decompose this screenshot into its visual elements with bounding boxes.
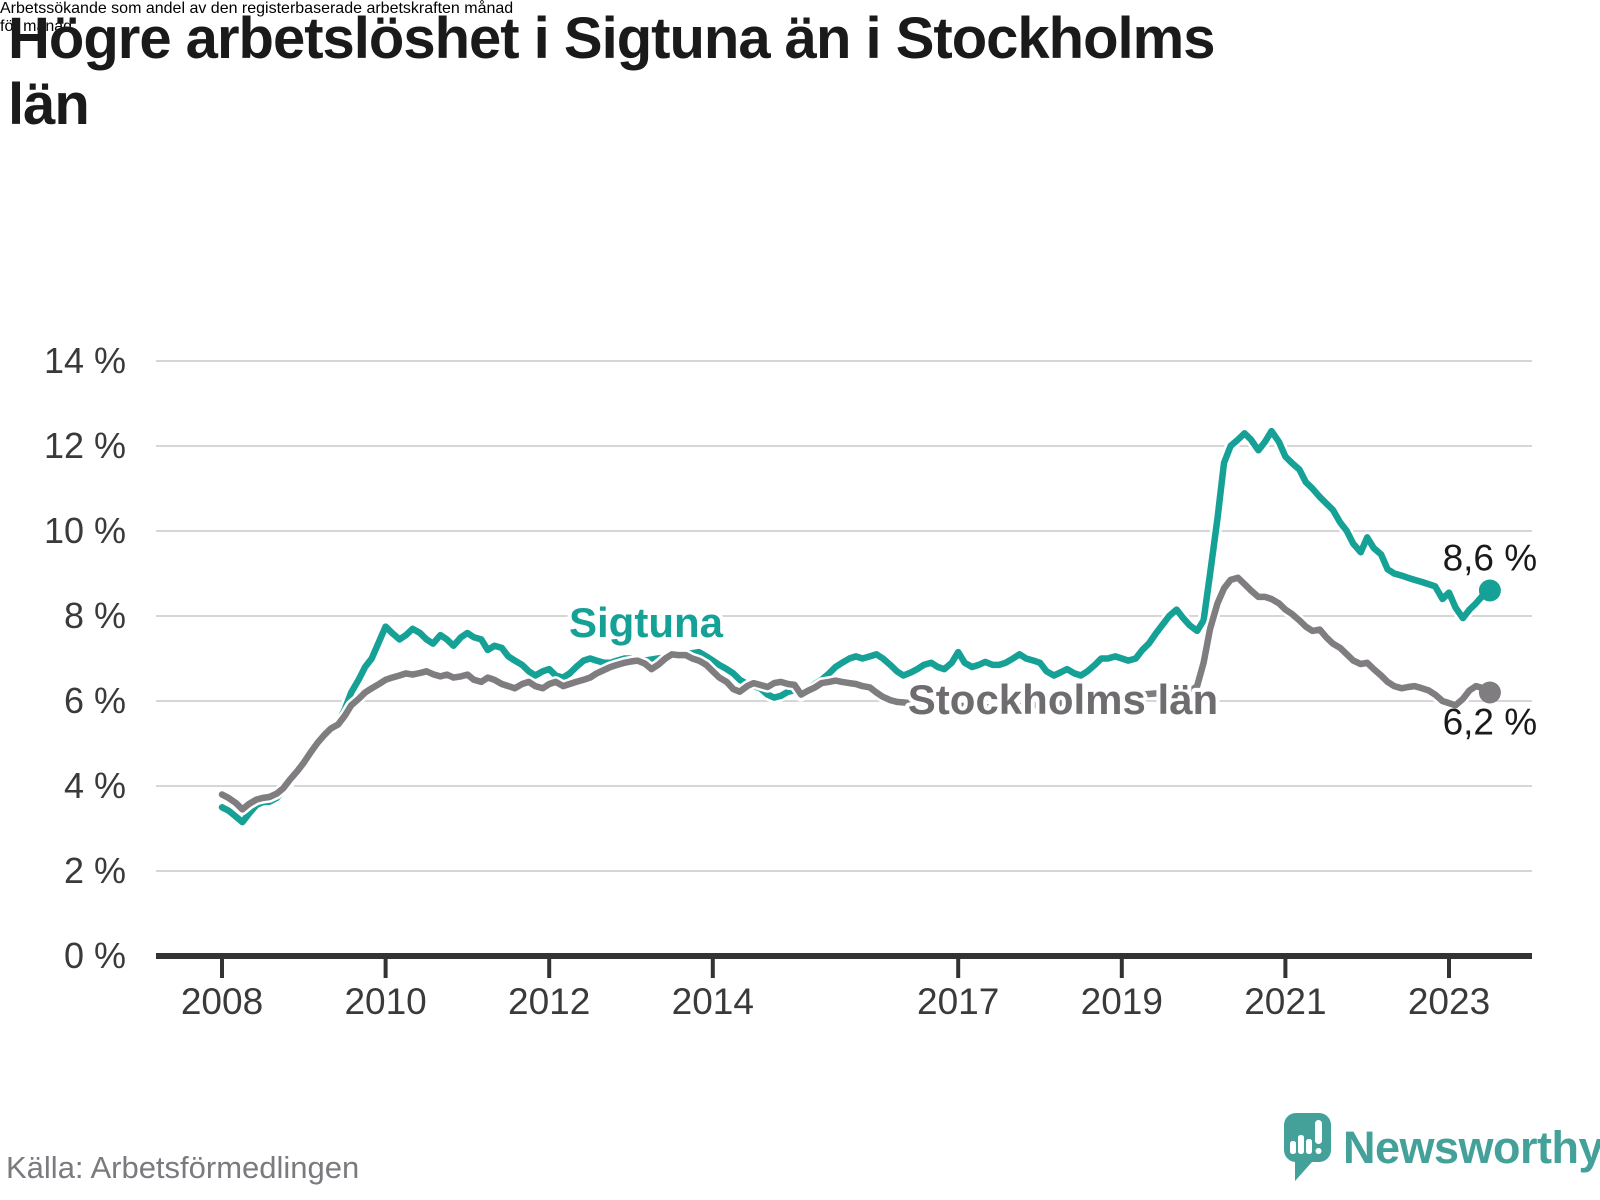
- x-tick-label: 2008: [181, 981, 263, 1022]
- y-tick-label: 10 %: [44, 510, 126, 551]
- title-line-1: Högre arbetslöshet i Sigtuna än i Stockh…: [8, 6, 1215, 71]
- x-tick-label: 2023: [1408, 981, 1490, 1022]
- newsworthy-logo-text: Newsworthy: [1343, 1122, 1600, 1173]
- value-label-sigtuna: 8,6 %: [1443, 538, 1538, 579]
- newsworthy-logo: Newsworthy: [1282, 1113, 1600, 1182]
- subtitle-line-2: för månad.: [0, 18, 77, 35]
- x-tick-label: 2019: [1081, 981, 1163, 1022]
- y-tick-label: 4 %: [64, 765, 126, 806]
- y-tick-label: 0 %: [64, 935, 126, 976]
- y-tick-label: 2 %: [64, 850, 126, 891]
- newsworthy-logo-icon: [1283, 1113, 1331, 1181]
- x-tick-label: 2014: [672, 981, 754, 1022]
- subtitle-line-1: Arbetssökande som andel av den registerb…: [0, 0, 514, 17]
- y-tick-label: 14 %: [44, 340, 126, 381]
- y-tick-label: 6 %: [64, 680, 126, 721]
- x-tick-label: 2012: [508, 981, 590, 1022]
- series-line-stockholms-lan: [218, 574, 1494, 813]
- series-halo-stockholms-lan: [216, 572, 1496, 816]
- y-tick-label: 12 %: [44, 425, 126, 466]
- series-label-stockholms-lan: Stockholms län: [908, 676, 1218, 723]
- title-line-2: län: [8, 72, 90, 138]
- x-tick-label: 2017: [917, 981, 999, 1022]
- end-dot-sigtuna: [1478, 579, 1501, 602]
- value-label-stockholms-lan: 6,2 %: [1443, 702, 1538, 743]
- y-tick-label: 8 %: [64, 595, 126, 636]
- end-dot-stockholms-lan: [1478, 681, 1501, 704]
- series-line-sigtuna: [218, 427, 1494, 826]
- series-label-sigtuna: Sigtuna: [569, 599, 724, 646]
- page-title: Högre arbetslöshet i Sigtuna än i Stockh…: [8, 6, 1568, 138]
- x-tick-label: 2010: [344, 981, 426, 1022]
- x-tick-label: 2021: [1244, 981, 1326, 1022]
- source-note: Källa: Arbetsförmedlingen: [6, 1150, 360, 1185]
